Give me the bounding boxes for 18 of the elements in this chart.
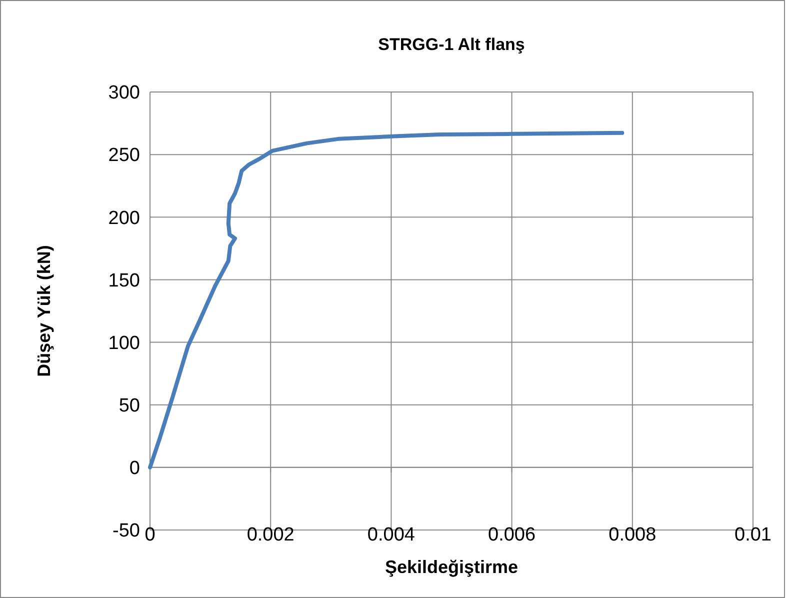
x-tick-label: 0.004 [367, 524, 416, 546]
y-tick-label: 300 [108, 82, 140, 104]
chart-title: STRGG-1 Alt flanş [378, 35, 525, 54]
x-tick-label: 0.002 [246, 524, 294, 546]
y-tick-label: 100 [108, 332, 140, 354]
x-tick-label: 0.01 [734, 524, 772, 546]
x-tick-label: 0 [144, 524, 156, 546]
y-tick-label: 250 [108, 145, 140, 166]
x-tick-label: 0.006 [488, 524, 536, 546]
y-tick-label: -50 [112, 520, 140, 542]
y-tick-label: 200 [108, 208, 140, 229]
y-tick-label: 150 [108, 270, 140, 292]
x-axis-title: Şekildeğiştirme [384, 557, 518, 577]
y-tick-label: 50 [118, 396, 140, 417]
x-tick-label: 0.008 [608, 524, 656, 546]
y-tick-label: 0 [129, 458, 140, 480]
y-axis-title: Düşey Yük (kN) [34, 245, 54, 377]
line-series [148, 130, 624, 470]
